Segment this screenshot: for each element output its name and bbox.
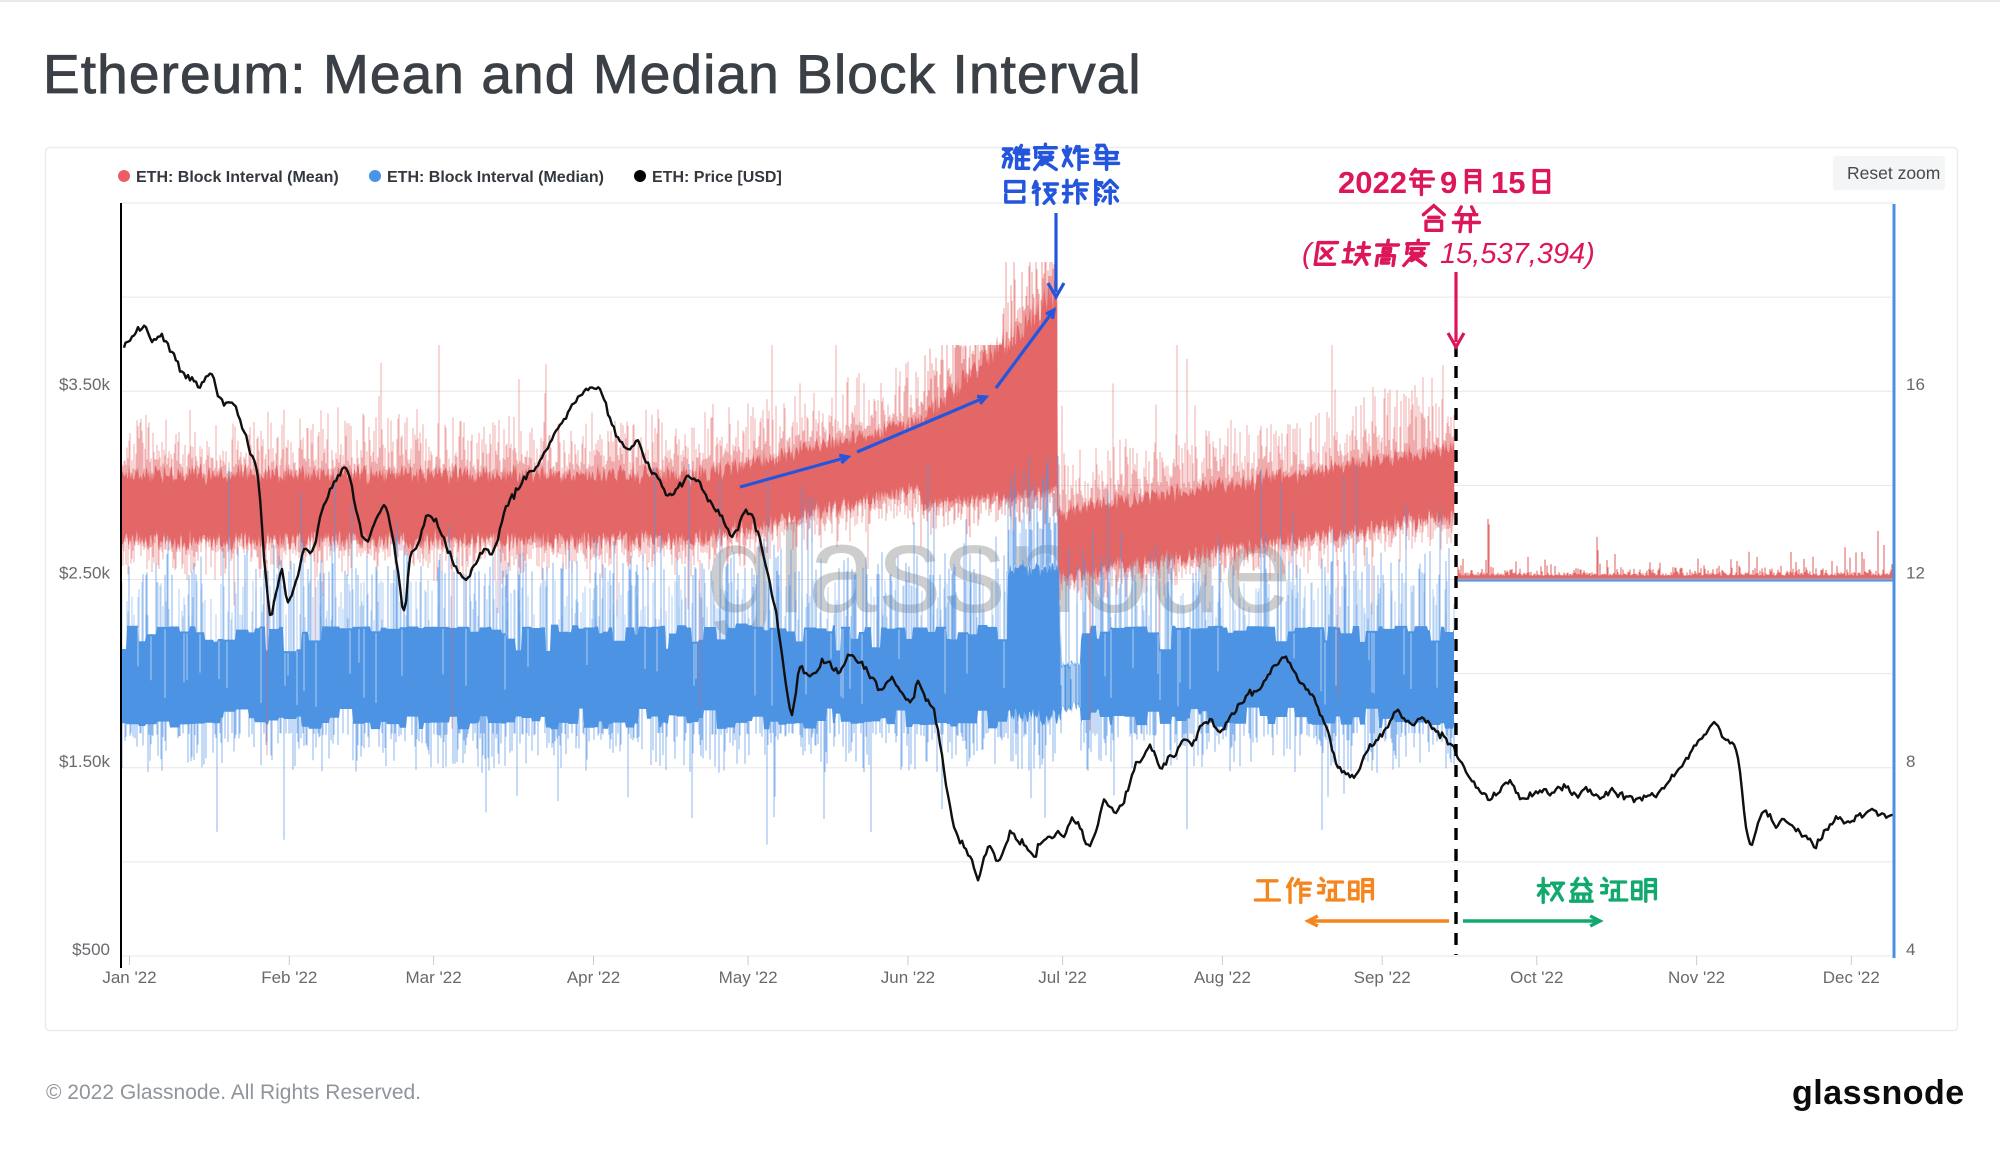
svg-text:Sep '22: Sep '22 [1354,968,1411,987]
svg-text:Jul '22: Jul '22 [1038,968,1087,987]
svg-text:ETH: Price [USD]: ETH: Price [USD] [652,169,782,186]
svg-text:Aug '22: Aug '22 [1194,968,1251,987]
svg-text:Reset zoom: Reset zoom [1847,163,1940,183]
svg-text:ETH: Block Interval (Mean): ETH: Block Interval (Mean) [136,169,339,186]
svg-text:Mar '22: Mar '22 [406,968,462,987]
svg-text:Dec '22: Dec '22 [1823,968,1880,987]
svg-text:Nov '22: Nov '22 [1668,968,1725,987]
svg-text:12: 12 [1906,564,1925,583]
svg-text:15: 15 [1491,165,1525,200]
svg-text:$1.50k: $1.50k [59,752,111,771]
svg-text:May '22: May '22 [719,968,778,987]
svg-text:Apr '22: Apr '22 [567,968,620,987]
svg-text:$3.50k: $3.50k [59,375,111,394]
svg-text:2022: 2022 [1338,165,1407,200]
svg-text:Oct '22: Oct '22 [1510,968,1563,987]
svg-text:Jun '22: Jun '22 [881,968,935,987]
svg-text:$2.50k: $2.50k [59,564,111,583]
svg-text:Feb '22: Feb '22 [261,968,317,987]
svg-text:Jan '22: Jan '22 [102,968,156,987]
svg-text:15,537,394): 15,537,394) [1440,238,1595,270]
svg-text:glassnode: glassnode [1792,1074,1965,1112]
svg-text:$500: $500 [72,940,110,959]
svg-text:4: 4 [1906,940,1915,959]
svg-text:Ethereum: Mean and Median Bloc: Ethereum: Mean and Median Block Interval [43,43,1142,105]
svg-text:ETH: Block Interval (Median): ETH: Block Interval (Median) [387,169,604,186]
svg-text:9: 9 [1440,165,1457,200]
svg-text:© 2022 Glassnode. All Rights R: © 2022 Glassnode. All Rights Reserved. [46,1081,421,1104]
svg-text:8: 8 [1906,752,1915,771]
svg-text:16: 16 [1906,375,1925,394]
